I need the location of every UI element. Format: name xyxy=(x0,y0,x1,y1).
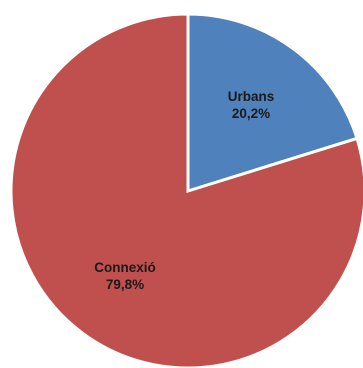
slice-value-label: 79,8% xyxy=(106,277,144,292)
pie-slices xyxy=(9,12,363,368)
pie-labels: Urbans 20,2% Connexió 79,8% xyxy=(94,89,274,292)
slice-category-label: Connexió xyxy=(94,260,156,275)
pie-slice-connexi- xyxy=(9,12,363,368)
slice-category-label: Urbans xyxy=(228,89,275,104)
slice-value-label: 20,2% xyxy=(232,106,270,121)
pie-slice-urbans xyxy=(186,12,359,194)
